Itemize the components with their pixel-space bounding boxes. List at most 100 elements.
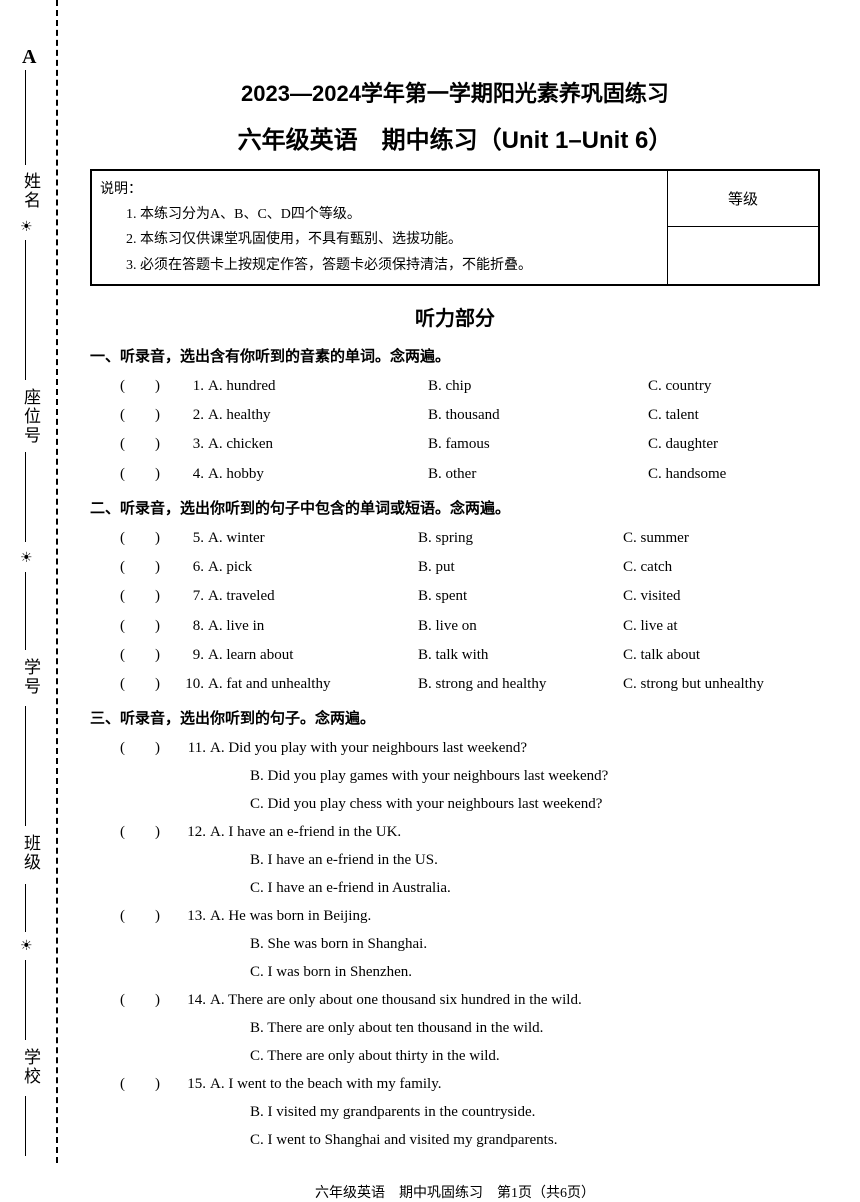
option-b: B. live on — [418, 615, 623, 638]
instructions-text: 说明： 1. 本练习分为A、B、C、D四个等级。 2. 本练习仅供课堂巩固使用，… — [92, 171, 668, 284]
question-number: 8. — [180, 615, 208, 638]
fold-line — [56, 0, 58, 1163]
side-line — [25, 452, 26, 542]
exam-title-line1: 2023—2024学年第一学期阳光素养巩固练习 — [90, 76, 820, 108]
section-3-head: 三、听录音，选出你听到的句子。念两遍。 — [90, 707, 820, 728]
option-c: C. I was born in Shenzhen. — [90, 958, 820, 986]
answer-bracket: ( ) — [120, 820, 180, 844]
instructions-box: 说明： 1. 本练习分为A、B、C、D四个等级。 2. 本练习仅供课堂巩固使用，… — [90, 169, 820, 286]
option-b: B. talk with — [418, 644, 623, 667]
instruction-item: 2. 本练习仅供课堂巩固使用，不具有甄别、选拔功能。 — [100, 227, 657, 252]
section-1-head: 一、听录音，选出含有你听到的音素的单词。念两遍。 — [90, 345, 820, 366]
option-b: B. other — [428, 463, 648, 486]
option-c: C. I have an e-friend in Australia. — [90, 874, 820, 902]
option-a: A. I went to the beach with my family. — [210, 1072, 820, 1096]
option-a: A. He was born in Beijing. — [210, 904, 820, 928]
option-a: A. learn about — [208, 644, 418, 667]
option-c: C. catch — [623, 556, 820, 579]
question-number: 9. — [180, 644, 208, 667]
option-c: C. strong but unhealthy — [623, 673, 820, 696]
answer-bracket: ( ) — [120, 904, 180, 928]
question-row: ( )8.A. live inB. live onC. live at — [90, 612, 820, 641]
question-row: ( )4.A. hobbyB. otherC. handsome — [90, 460, 820, 489]
option-c: C. visited — [623, 585, 820, 608]
side-label-studentid: 学号 — [18, 658, 43, 696]
exam-title-line2: 六年级英语 期中练习（Unit 1–Unit 6） — [90, 120, 820, 155]
answer-bracket: ( ) — [120, 527, 180, 550]
option-a: A. winter — [208, 527, 418, 550]
option-a: A. live in — [208, 615, 418, 638]
answer-bracket: ( ) — [120, 988, 180, 1012]
side-line — [25, 706, 26, 826]
question-row: ( )9.A. learn aboutB. talk withC. talk a… — [90, 641, 820, 670]
option-a: A. Did you play with your neighbours las… — [210, 736, 820, 760]
question-number: 14. — [180, 988, 210, 1012]
question-number: 10. — [180, 673, 208, 696]
side-line — [25, 1096, 26, 1156]
option-c: C. daughter — [648, 433, 820, 456]
option-a: A. chicken — [208, 433, 428, 456]
question-row: ( )3.A. chickenB. famousC. daughter — [90, 430, 820, 459]
option-c: C. country — [648, 375, 820, 398]
option-b: B. thousand — [428, 404, 648, 427]
side-label-class: 班级 — [18, 834, 43, 872]
question-number: 7. — [180, 585, 208, 608]
answer-bracket: ( ) — [120, 556, 180, 579]
question-number: 11. — [180, 736, 210, 760]
question-row: ( )15.A. I went to the beach with my fam… — [90, 1070, 820, 1098]
question-number: 12. — [180, 820, 210, 844]
section-2-head: 二、听录音，选出你听到的句子中包含的单词或短语。念两遍。 — [90, 497, 820, 518]
listening-section-title: 听力部分 — [90, 302, 820, 331]
question-row: ( )12.A. I have an e-friend in the UK. — [90, 818, 820, 846]
side-line — [25, 572, 26, 650]
side-line — [25, 240, 26, 380]
option-c: C. summer — [623, 527, 820, 550]
option-c: C. Did you play chess with your neighbou… — [90, 790, 820, 818]
instruction-item: 1. 本练习分为A、B、C、D四个等级。 — [100, 202, 657, 227]
answer-bracket: ( ) — [120, 375, 180, 398]
paper-variant-label: A — [22, 46, 36, 69]
question-row: ( )2.A. healthyB. thousandC. talent — [90, 401, 820, 430]
option-c: C. handsome — [648, 463, 820, 486]
section-3-items: ( ) 11.A. Did you play with your neighbou… — [90, 734, 820, 1154]
side-label-seat: 座位号 — [18, 388, 43, 445]
question-number: 13. — [180, 904, 210, 928]
question-row: ( )1.A. hundredB. chipC. country — [90, 372, 820, 401]
sun-ornament-icon: ☀ — [20, 938, 33, 955]
option-b: B. spent — [418, 585, 623, 608]
section-2-items: ( )5.A. winterB. springC. summer( )6.A. … — [90, 524, 820, 700]
answer-bracket: ( ) — [120, 644, 180, 667]
sun-ornament-icon: ☀ — [20, 219, 33, 236]
option-a: A. hobby — [208, 463, 428, 486]
option-b: B. strong and healthy — [418, 673, 623, 696]
question-row: ( )14.A. There are only about one thousa… — [90, 986, 820, 1014]
answer-bracket: ( ) — [120, 673, 180, 696]
grade-box: 等级 — [668, 171, 818, 284]
option-b: B. I visited my grandparents in the coun… — [90, 1098, 820, 1126]
answer-bracket: ( ) — [120, 615, 180, 638]
answer-bracket: ( ) — [120, 463, 180, 486]
side-line — [25, 884, 26, 932]
option-a: A. healthy — [208, 404, 428, 427]
option-b: B. spring — [418, 527, 623, 550]
question-number: 4. — [180, 463, 208, 486]
question-row: ( )7.A. traveledB. spentC. visited — [90, 582, 820, 611]
sun-ornament-icon: ☀ — [20, 550, 33, 567]
answer-bracket: ( ) — [120, 433, 180, 456]
option-b: B. I have an e-friend in the US. — [90, 846, 820, 874]
answer-bracket: ( ) — [120, 1072, 180, 1096]
page-content: 2023—2024学年第一学期阳光素养巩固练习 六年级英语 期中练习（Unit … — [90, 0, 860, 1202]
answer-bracket: ( ) — [120, 585, 180, 608]
instruction-item: 3. 必须在答题卡上按规定作答，答题卡必须保持清洁，不能折叠。 — [100, 253, 657, 278]
side-label-school: 学校 — [18, 1048, 43, 1086]
question-row: ( )13.A. He was born in Beijing. — [90, 902, 820, 930]
option-a: A. I have an e-friend in the UK. — [210, 820, 820, 844]
option-c: C. There are only about thirty in the wi… — [90, 1042, 820, 1070]
grade-value-blank — [668, 227, 818, 283]
question-number: 5. — [180, 527, 208, 550]
question-number: 15. — [180, 1072, 210, 1096]
option-b: B. chip — [428, 375, 648, 398]
option-c: C. talk about — [623, 644, 820, 667]
option-c: C. I went to Shanghai and visited my gra… — [90, 1126, 820, 1154]
question-number: 3. — [180, 433, 208, 456]
